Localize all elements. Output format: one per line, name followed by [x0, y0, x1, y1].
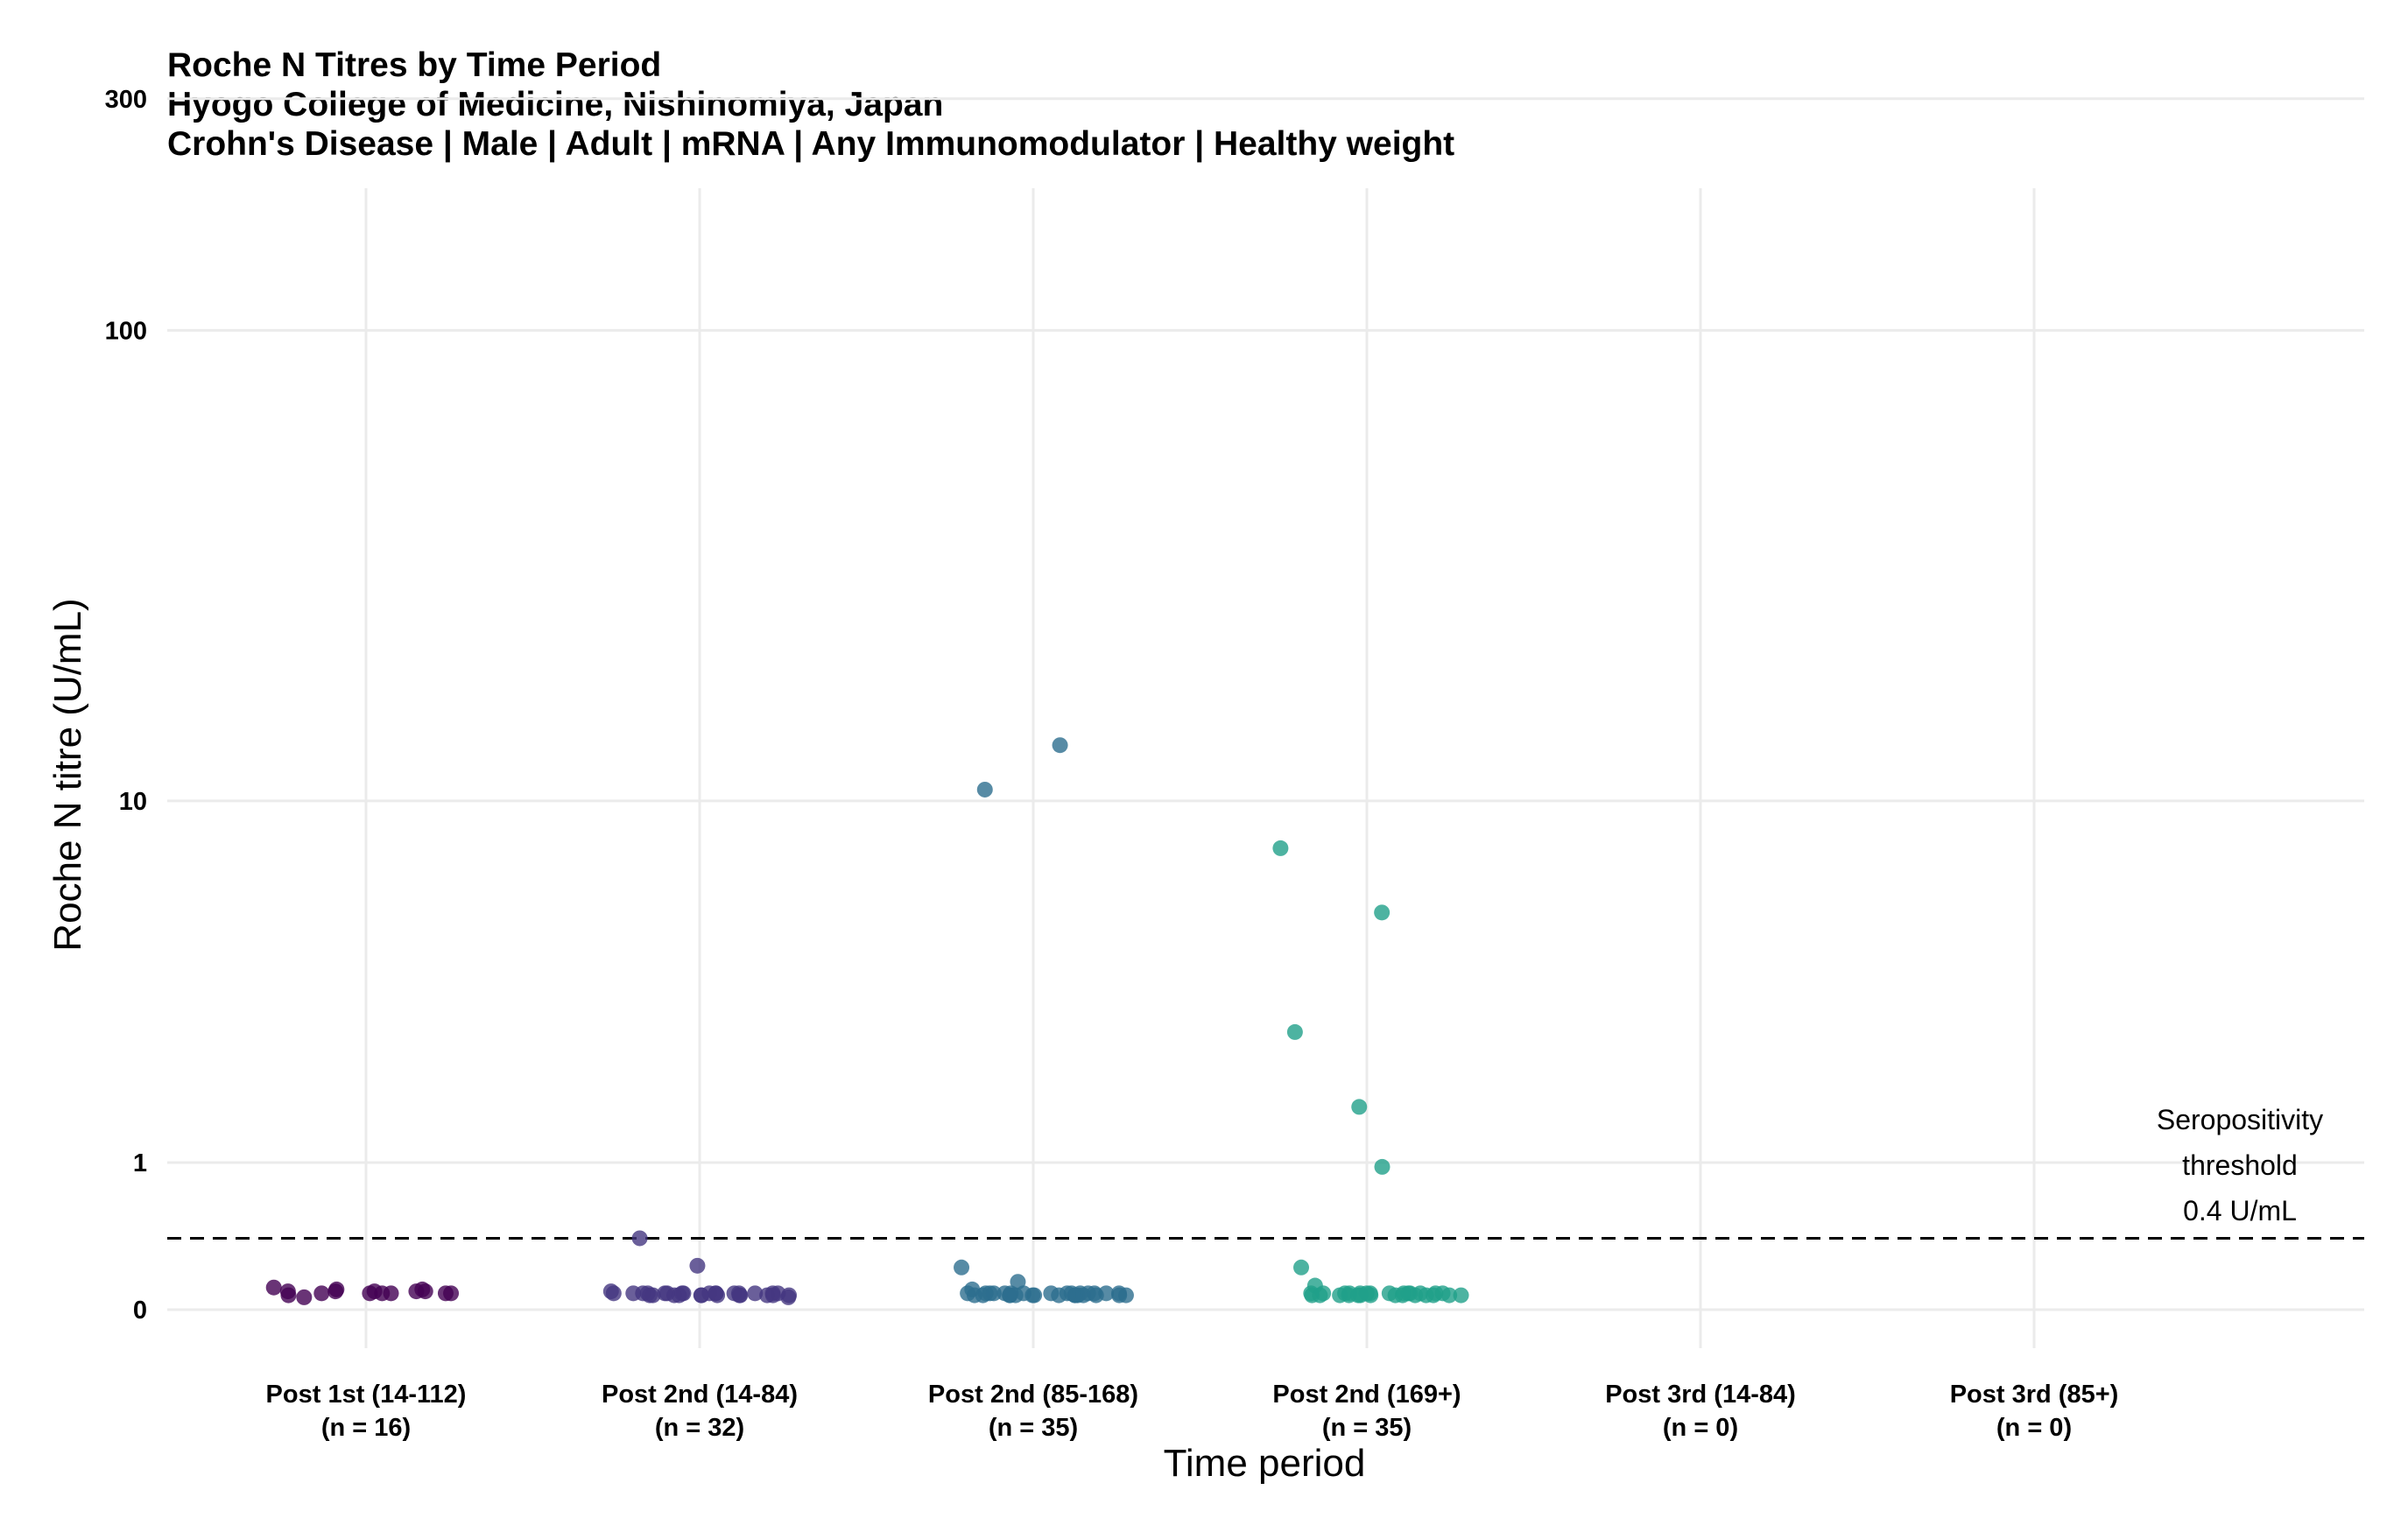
- threshold-label-line-3: 0.4 U/mL: [2183, 1195, 2297, 1226]
- x-axis-title: Time period: [1164, 1442, 1366, 1485]
- x-tick-count: (n = 16): [321, 1414, 411, 1442]
- data-point: [328, 1281, 345, 1297]
- data-point: [265, 1279, 282, 1296]
- data-point: [764, 1285, 781, 1302]
- data-point: [1272, 840, 1289, 856]
- x-tick-label: Post 2nd (85-168): [928, 1381, 1138, 1409]
- data-point: [1374, 1158, 1391, 1175]
- x-tick-count: (n = 35): [1322, 1414, 1412, 1442]
- data-point: [747, 1285, 764, 1302]
- data-point: [443, 1285, 460, 1302]
- data-point: [383, 1285, 399, 1302]
- y-tick-label: 0: [133, 1297, 147, 1325]
- data-point: [1453, 1287, 1469, 1304]
- data-point: [985, 1285, 1002, 1302]
- x-tick-label: Post 3rd (85+): [1950, 1381, 2119, 1409]
- data-point: [296, 1289, 313, 1305]
- data-point: [1441, 1287, 1458, 1304]
- data-point: [1293, 1259, 1310, 1275]
- data-point: [1351, 1099, 1368, 1115]
- data-point: [313, 1285, 330, 1302]
- data-point: [280, 1287, 297, 1304]
- data-point: [673, 1285, 690, 1302]
- x-tick-count: (n = 0): [1996, 1414, 2072, 1442]
- y-axis-tick-labels: 0 1 10 100 300: [105, 86, 147, 1325]
- data-points: [265, 737, 1469, 1305]
- data-point: [689, 1257, 706, 1274]
- threshold-label-line-2: threshold: [2182, 1149, 2298, 1181]
- x-axis-tick-labels: Post 1st (14-112) (n = 16) Post 2nd (14-84…: [266, 1381, 2119, 1442]
- y-tick-label: 100: [105, 317, 147, 345]
- data-point: [1312, 1287, 1328, 1304]
- chart-title: Roche N Titres by Time Period: [167, 46, 662, 84]
- x-tick-count: (n = 35): [989, 1414, 1078, 1442]
- data-point: [954, 1259, 970, 1275]
- x-tick-label: Post 2nd (169+): [1272, 1381, 1461, 1409]
- vertical-gridlines: [364, 188, 2036, 1348]
- threshold-annotation: Seropositivity threshold 0.4 U/mL: [167, 1104, 2364, 1240]
- data-point: [709, 1287, 726, 1304]
- data-point: [414, 1281, 431, 1297]
- data-point: [1052, 737, 1068, 754]
- x-tick-count: (n = 0): [1663, 1414, 1738, 1442]
- data-point: [1374, 904, 1391, 921]
- data-point: [1067, 1287, 1083, 1304]
- x-tick-count: (n = 32): [655, 1414, 744, 1442]
- data-point: [1286, 1023, 1303, 1040]
- data-point: [694, 1287, 710, 1304]
- horizontal-gridlines: [167, 97, 2364, 1311]
- data-point: [730, 1285, 747, 1302]
- data-point: [1362, 1287, 1379, 1304]
- data-point: [1111, 1285, 1128, 1302]
- y-axis-title: Roche N titre (U/mL): [46, 598, 89, 951]
- data-point: [605, 1285, 622, 1302]
- x-tick-label: Post 2nd (14-84): [602, 1381, 798, 1409]
- chart-subtitle-line-1: Hyogo College of Medicine, Nishinomiya, …: [167, 86, 944, 123]
- y-tick-label: 1: [133, 1149, 147, 1177]
- data-point: [1412, 1285, 1429, 1302]
- threshold-label-line-1: Seropositivity: [2157, 1104, 2323, 1135]
- y-tick-label: 10: [119, 788, 147, 816]
- chart-subtitle-line-2: Crohn's Disease | Male | Adult | mRNA | …: [167, 125, 1455, 163]
- chart-titles: Roche N Titres by Time Period Hyogo Coll…: [167, 46, 1454, 164]
- x-tick-label: Post 3rd (14-84): [1605, 1381, 1796, 1409]
- y-tick-label: 300: [105, 86, 147, 114]
- x-tick-label: Post 1st (14-112): [266, 1381, 467, 1409]
- data-point: [976, 781, 993, 798]
- data-point: [631, 1230, 648, 1247]
- data-point: [781, 1287, 798, 1304]
- data-point: [625, 1285, 642, 1302]
- data-point: [1024, 1287, 1041, 1304]
- data-point: [644, 1287, 661, 1304]
- data-point: [1098, 1285, 1115, 1302]
